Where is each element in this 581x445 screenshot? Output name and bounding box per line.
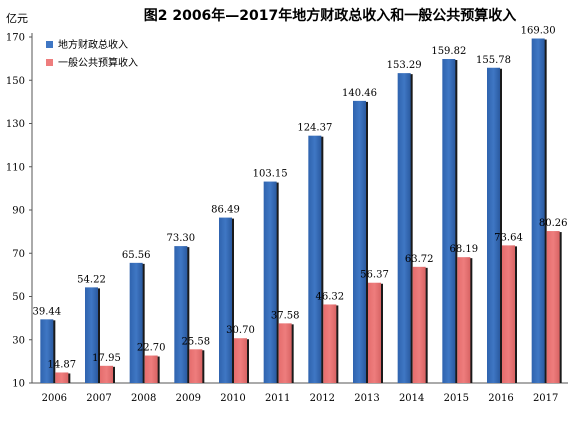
bar-general-budget-revenue bbox=[55, 372, 69, 383]
data-label: 22.70 bbox=[137, 343, 166, 354]
data-label: 17.95 bbox=[92, 353, 121, 364]
bar-general-budget-revenue bbox=[144, 355, 158, 383]
x-tick-label: 2006 bbox=[42, 393, 67, 404]
bar-total-revenue bbox=[308, 135, 322, 383]
data-label: 80.26 bbox=[539, 218, 568, 229]
data-label: 103.15 bbox=[253, 169, 288, 180]
bar-total-revenue bbox=[397, 73, 411, 383]
y-tick-label: 110 bbox=[6, 162, 25, 173]
data-label: 73.64 bbox=[494, 232, 523, 243]
bar-total-revenue bbox=[40, 319, 54, 383]
y-tick-label: 10 bbox=[12, 379, 25, 390]
bar-total-revenue bbox=[85, 287, 98, 383]
x-tick-label: 2012 bbox=[310, 393, 335, 404]
x-tick-label: 2013 bbox=[354, 393, 379, 404]
y-tick-label: 150 bbox=[6, 76, 25, 87]
data-label: 86.49 bbox=[211, 205, 240, 216]
x-tick-label: 2007 bbox=[86, 393, 111, 404]
legend-swatch-general bbox=[46, 59, 53, 66]
data-label: 124.37 bbox=[297, 123, 332, 134]
bar-total-revenue bbox=[174, 246, 188, 383]
bar-general-budget-revenue bbox=[502, 245, 515, 383]
bar-general-budget-revenue bbox=[234, 338, 247, 383]
bar-total-revenue bbox=[219, 217, 232, 383]
data-label: 159.82 bbox=[431, 46, 466, 57]
data-label: 65.56 bbox=[122, 250, 151, 261]
data-label: 54.22 bbox=[77, 274, 106, 285]
bar-general-budget-revenue bbox=[189, 349, 203, 383]
data-label: 46.32 bbox=[316, 291, 345, 302]
bar-general-budget-revenue bbox=[100, 365, 113, 383]
bar-total-revenue bbox=[531, 38, 545, 384]
y-tick-label: 50 bbox=[12, 292, 25, 303]
plot-area: 10 30 50 70 90 110 130 150 170 39.44 14.87 2006 54.2… bbox=[6, 26, 568, 404]
y-tick-label: 70 bbox=[12, 249, 25, 260]
data-label: 56.37 bbox=[360, 270, 389, 281]
bar-general-budget-revenue bbox=[412, 266, 426, 383]
x-tick-label: 2015 bbox=[444, 393, 469, 404]
x-tick-label: 2009 bbox=[176, 393, 201, 404]
data-label: 14.87 bbox=[48, 359, 77, 370]
data-label: 140.46 bbox=[342, 88, 377, 99]
data-label: 63.72 bbox=[405, 254, 434, 265]
legend-swatch-total bbox=[46, 41, 53, 48]
bar-general-budget-revenue bbox=[323, 304, 337, 383]
x-tick-label: 2017 bbox=[533, 393, 558, 404]
data-label: 25.58 bbox=[182, 336, 211, 347]
bar-total-revenue bbox=[442, 59, 456, 383]
data-label: 169.30 bbox=[521, 26, 556, 37]
bar-total-revenue bbox=[487, 67, 500, 384]
bar-total-revenue bbox=[129, 262, 143, 383]
y-tick-label: 30 bbox=[12, 335, 25, 346]
x-tick-label: 2011 bbox=[265, 393, 290, 404]
y-tick-label: 130 bbox=[6, 119, 25, 130]
data-label: 37.58 bbox=[271, 310, 300, 321]
chart-title: 图2 2006年—2017年地方财政总收入和一般公共预算收入 bbox=[144, 7, 517, 24]
legend-label: 一般公共预算收入 bbox=[58, 56, 138, 69]
data-label: 68.19 bbox=[450, 244, 479, 255]
x-tick-label: 2008 bbox=[131, 393, 156, 404]
data-label: 153.29 bbox=[387, 60, 422, 71]
x-tick-label: 2014 bbox=[399, 393, 424, 404]
y-tick-label: 170 bbox=[6, 33, 25, 44]
data-label: 73.30 bbox=[167, 233, 196, 244]
bar-general-budget-revenue bbox=[457, 257, 471, 383]
x-tick-label: 2010 bbox=[220, 393, 245, 404]
bar-general-budget-revenue bbox=[278, 323, 292, 383]
y-axis-unit: 亿元 bbox=[6, 12, 28, 25]
bar-general-budget-revenue bbox=[546, 231, 560, 383]
data-label: 30.70 bbox=[226, 325, 255, 336]
bar-total-revenue bbox=[263, 181, 277, 383]
data-label: 39.44 bbox=[33, 306, 62, 317]
bar-general-budget-revenue bbox=[368, 282, 381, 383]
bar-total-revenue bbox=[353, 100, 366, 383]
x-tick-label: 2016 bbox=[488, 393, 513, 404]
data-label: 155.78 bbox=[476, 55, 511, 66]
legend-label: 地方财政总收入 bbox=[58, 38, 128, 51]
y-tick-label: 90 bbox=[12, 206, 25, 217]
